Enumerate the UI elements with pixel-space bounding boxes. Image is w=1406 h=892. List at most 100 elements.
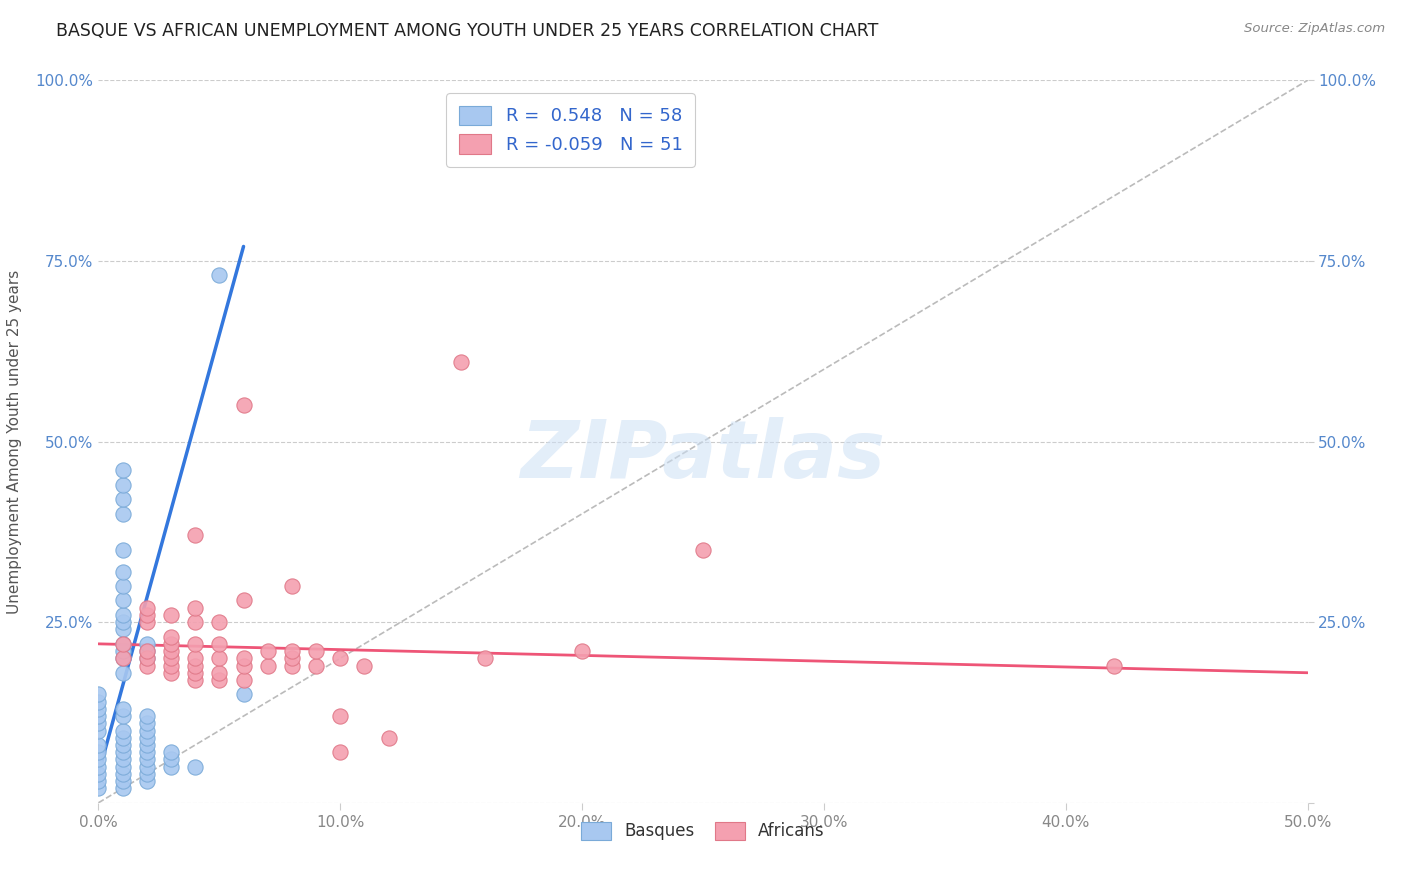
Point (135, 716, 157, 731)
Point (184, 665, 207, 680)
Point (87, 760, 110, 774)
Point (160, 745, 183, 759)
Point (135, 644, 157, 658)
Point (111, 478, 134, 492)
Point (111, 463, 134, 477)
Point (87, 774, 110, 789)
Point (135, 600, 157, 615)
Point (111, 752, 134, 766)
Point (232, 398, 254, 412)
Point (87, 709, 110, 723)
Point (111, 723, 134, 738)
Point (111, 492, 134, 507)
Point (208, 615, 231, 630)
Point (160, 752, 183, 766)
Point (329, 709, 352, 723)
Text: BASQUE VS AFRICAN UNEMPLOYMENT AMONG YOUTH UNDER 25 YEARS CORRELATION CHART: BASQUE VS AFRICAN UNEMPLOYMENT AMONG YOU… (56, 22, 879, 40)
Point (184, 600, 207, 615)
Point (353, 658, 375, 673)
Point (111, 781, 134, 796)
Point (135, 752, 157, 766)
Point (111, 637, 134, 651)
Point (111, 542, 134, 557)
Point (111, 665, 134, 680)
Point (135, 644, 157, 658)
Point (305, 658, 328, 673)
Point (87, 695, 110, 709)
Legend: Basques, Africans: Basques, Africans (572, 814, 834, 848)
Point (256, 658, 278, 673)
Point (111, 745, 134, 759)
Point (281, 658, 304, 673)
Point (232, 673, 254, 687)
Point (135, 637, 157, 651)
Point (329, 745, 352, 759)
Y-axis label: Unemployment Among Youth under 25 years: Unemployment Among Youth under 25 years (7, 269, 21, 614)
Point (184, 615, 207, 630)
Point (111, 760, 134, 774)
Point (111, 593, 134, 607)
Point (160, 665, 183, 680)
Point (160, 658, 183, 673)
Point (571, 644, 593, 658)
Point (87, 781, 110, 796)
Point (135, 774, 157, 789)
Point (184, 651, 207, 665)
Point (111, 651, 134, 665)
Point (184, 760, 207, 774)
Point (281, 651, 304, 665)
Point (232, 687, 254, 701)
Point (208, 665, 231, 680)
Point (135, 738, 157, 752)
Point (135, 745, 157, 759)
Point (87, 702, 110, 716)
Point (184, 637, 207, 651)
Point (474, 651, 496, 665)
Point (1102, 658, 1125, 673)
Point (232, 593, 254, 607)
Point (135, 723, 157, 738)
Point (111, 615, 134, 630)
Point (111, 651, 134, 665)
Point (184, 673, 207, 687)
Point (87, 738, 110, 752)
Point (111, 738, 134, 752)
Point (184, 528, 207, 542)
Point (135, 731, 157, 745)
Point (111, 731, 134, 745)
Point (281, 579, 304, 593)
Point (87, 687, 110, 701)
Point (135, 767, 157, 781)
Point (111, 709, 134, 723)
Point (208, 651, 231, 665)
Point (87, 723, 110, 738)
Point (450, 355, 472, 369)
Point (160, 651, 183, 665)
Point (329, 651, 352, 665)
Text: ZIPatlas: ZIPatlas (520, 417, 886, 495)
Point (111, 637, 134, 651)
Point (208, 673, 231, 687)
Point (111, 579, 134, 593)
Point (135, 607, 157, 622)
Point (111, 702, 134, 716)
Point (111, 644, 134, 658)
Point (135, 760, 157, 774)
Point (160, 630, 183, 644)
Point (160, 637, 183, 651)
Point (160, 760, 183, 774)
Point (135, 658, 157, 673)
Point (232, 651, 254, 665)
Point (208, 637, 231, 651)
Point (305, 644, 328, 658)
Point (160, 607, 183, 622)
Point (87, 745, 110, 759)
Point (135, 615, 157, 630)
Point (87, 767, 110, 781)
Point (281, 644, 304, 658)
Point (135, 651, 157, 665)
Point (377, 731, 399, 745)
Point (160, 644, 183, 658)
Point (208, 268, 231, 283)
Point (135, 709, 157, 723)
